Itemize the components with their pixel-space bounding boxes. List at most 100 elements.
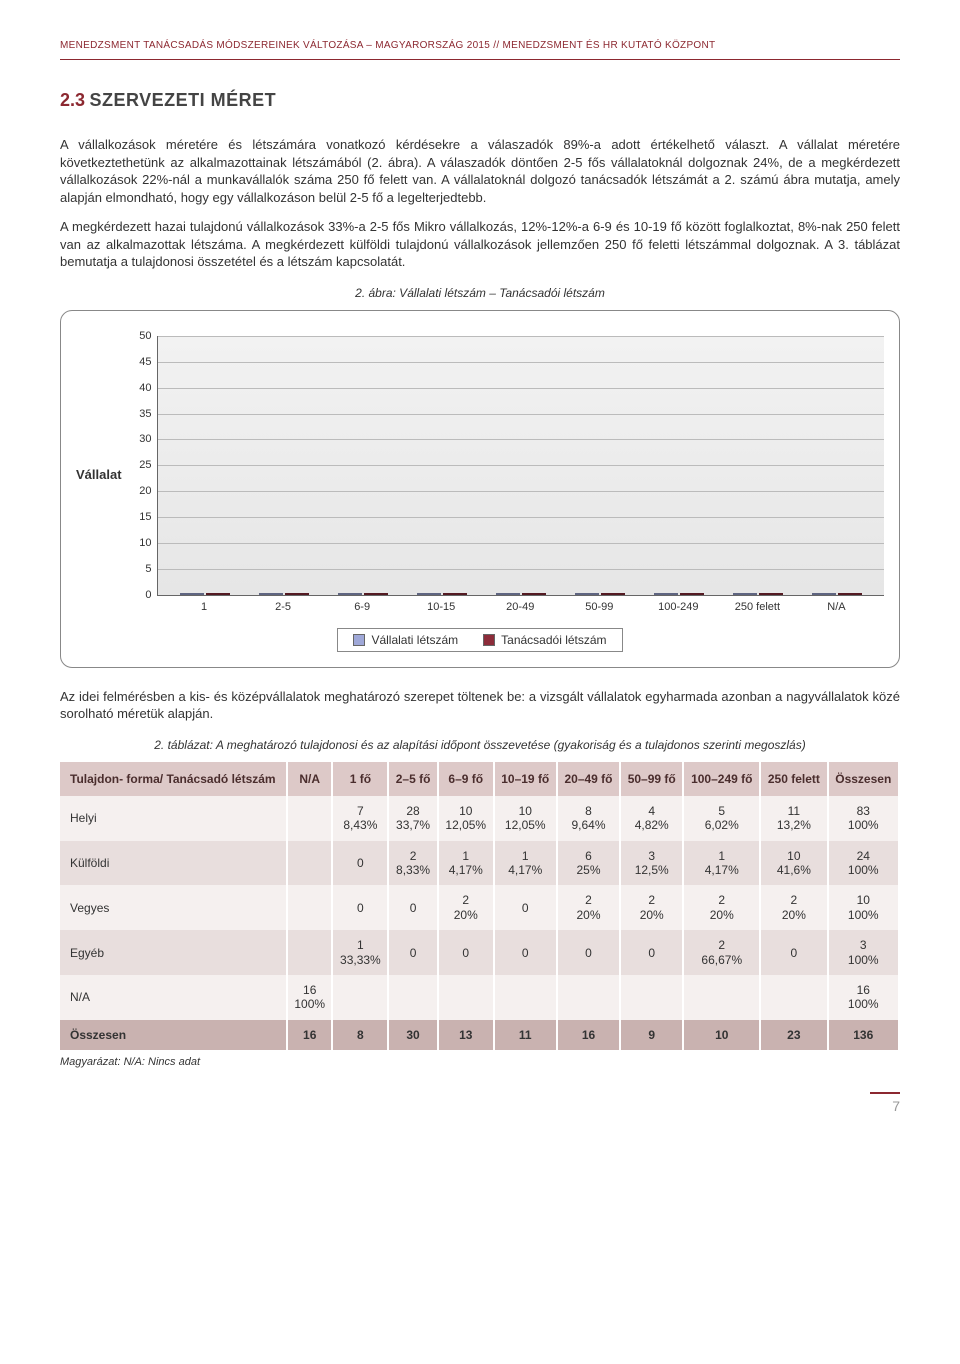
x-tick-label: 1	[165, 601, 244, 613]
table-header: Összesen	[828, 762, 899, 796]
row-label: Helyi	[60, 796, 287, 841]
chart-bar	[601, 593, 625, 595]
y-tick-label: 50	[139, 330, 151, 342]
table-cell: 14,17%	[438, 841, 494, 886]
table-header: 50–99 fő	[620, 762, 683, 796]
table-cell: 28,33%	[388, 841, 438, 886]
table-row: Külföldi028,33%14,17%14,17%625%312,5%14,…	[60, 841, 899, 886]
table-cell	[287, 930, 333, 975]
chart-bar	[680, 593, 704, 595]
table-cell	[332, 975, 388, 1020]
table-header: 20–49 fő	[557, 762, 620, 796]
table-cell: 44,82%	[620, 796, 683, 841]
header-right: MENEDZSMENT ÉS HR KUTATÓ KÖZPONT	[502, 40, 715, 51]
table-cell: 1041,6%	[760, 841, 827, 886]
y-tick-label: 35	[139, 408, 151, 420]
header-left: MENEDZSMENT TANÁCSADÁS MÓDSZEREINEK VÁLT…	[60, 40, 490, 51]
table-row: Egyéb133,33%00000266,67%03100%	[60, 930, 899, 975]
section-number: 2.3	[60, 90, 85, 110]
table-cell: 3100%	[828, 930, 899, 975]
paragraph-1: A vállalkozások méretére és létszámára v…	[60, 136, 900, 206]
footer-cell: 9	[620, 1020, 683, 1050]
chart-bar	[522, 593, 546, 595]
table-cell: 1012,05%	[438, 796, 494, 841]
page-header: MENEDZSMENT TANÁCSADÁS MÓDSZEREINEK VÁLT…	[60, 40, 900, 60]
table-cell: 2833,7%	[388, 796, 438, 841]
y-tick-label: 45	[139, 356, 151, 368]
y-tick-label: 30	[139, 433, 151, 445]
section-title: 2.3 SZERVEZETI MÉRET	[60, 90, 900, 111]
chart-bar	[364, 593, 388, 595]
footer-cell: 136	[828, 1020, 899, 1050]
table-cell	[388, 975, 438, 1020]
chart-bar	[180, 593, 204, 595]
x-tick-label: 6-9	[323, 601, 402, 613]
table-cell: 625%	[557, 841, 620, 886]
footer-cell: 11	[494, 1020, 557, 1050]
table-cell: 220%	[760, 885, 827, 930]
chart-bar	[838, 593, 862, 595]
y-tick-label: 10	[139, 537, 151, 549]
section-text: SZERVEZETI MÉRET	[89, 90, 276, 110]
chart-bar	[496, 593, 520, 595]
table-cell: 1113,2%	[760, 796, 827, 841]
legend-item: Vállalati létszám	[353, 633, 458, 647]
row-label: Egyéb	[60, 930, 287, 975]
table-cell: 0	[494, 930, 557, 975]
table-cell: 133,33%	[332, 930, 388, 975]
y-tick-label: 15	[139, 511, 151, 523]
table-cell: 10100%	[828, 885, 899, 930]
table-cell	[287, 841, 333, 886]
table-cell	[557, 975, 620, 1020]
x-tick-label: 50-99	[560, 601, 639, 613]
y-tick-label: 25	[139, 459, 151, 471]
chart-bar	[417, 593, 441, 595]
table-cell	[287, 796, 333, 841]
footer-label: Összesen	[60, 1020, 287, 1050]
table-row: Vegyes00220%0220%220%220%220%10100%	[60, 885, 899, 930]
table-cell: 220%	[557, 885, 620, 930]
table-cell	[494, 975, 557, 1020]
y-tick-label: 40	[139, 382, 151, 394]
table-header: 6–9 fő	[438, 762, 494, 796]
table-cell: 220%	[438, 885, 494, 930]
table-header-rowlabel: Tulajdon- forma/ Tanácsadó létszám	[60, 762, 287, 796]
chart-legend: Vállalati létszám Tanácsadói létszám	[337, 628, 622, 652]
table-header: 100–249 fő	[683, 762, 760, 796]
bar-chart: 05101520253035404550 12-56-910-1520-4950…	[127, 336, 884, 613]
table-cell: 0	[494, 885, 557, 930]
table-cell: 0	[620, 930, 683, 975]
table-cell: 83100%	[828, 796, 899, 841]
chart-bar	[733, 593, 757, 595]
table-cell: 1012,05%	[494, 796, 557, 841]
footer-cell: 13	[438, 1020, 494, 1050]
table-header: 10–19 fő	[494, 762, 557, 796]
table-cell	[760, 975, 827, 1020]
table-cell: 56,02%	[683, 796, 760, 841]
table-row: Helyi78,43%2833,7%1012,05%1012,05%89,64%…	[60, 796, 899, 841]
data-table: Tulajdon- forma/ Tanácsadó létszámN/A1 f…	[60, 762, 900, 1050]
table-header: N/A	[287, 762, 333, 796]
table-cell: 89,64%	[557, 796, 620, 841]
table-cell: 0	[388, 885, 438, 930]
x-tick-label: 100-249	[639, 601, 718, 613]
y-tick-label: 0	[145, 589, 151, 601]
legend-item: Tanácsadói létszám	[483, 633, 606, 647]
table-cell: 0	[388, 930, 438, 975]
table-cell: 16100%	[828, 975, 899, 1020]
chart-bar	[812, 593, 836, 595]
footer-cell: 16	[287, 1020, 333, 1050]
table-cell: 0	[332, 885, 388, 930]
chart-container: Vállalat 05101520253035404550 12-56-910-…	[60, 310, 900, 668]
x-tick-label: N/A	[797, 601, 876, 613]
table-caption: 2. táblázat: A meghatározó tulajdonosi é…	[60, 738, 900, 752]
footer-cell: 16	[557, 1020, 620, 1050]
chart-bar	[259, 593, 283, 595]
chart-bar	[443, 593, 467, 595]
chart-bar	[206, 593, 230, 595]
footer-cell: 30	[388, 1020, 438, 1050]
chart-y-label: Vállalat	[76, 467, 122, 482]
chart-bar	[338, 593, 362, 595]
table-cell: 220%	[683, 885, 760, 930]
table-cell: 16100%	[287, 975, 333, 1020]
